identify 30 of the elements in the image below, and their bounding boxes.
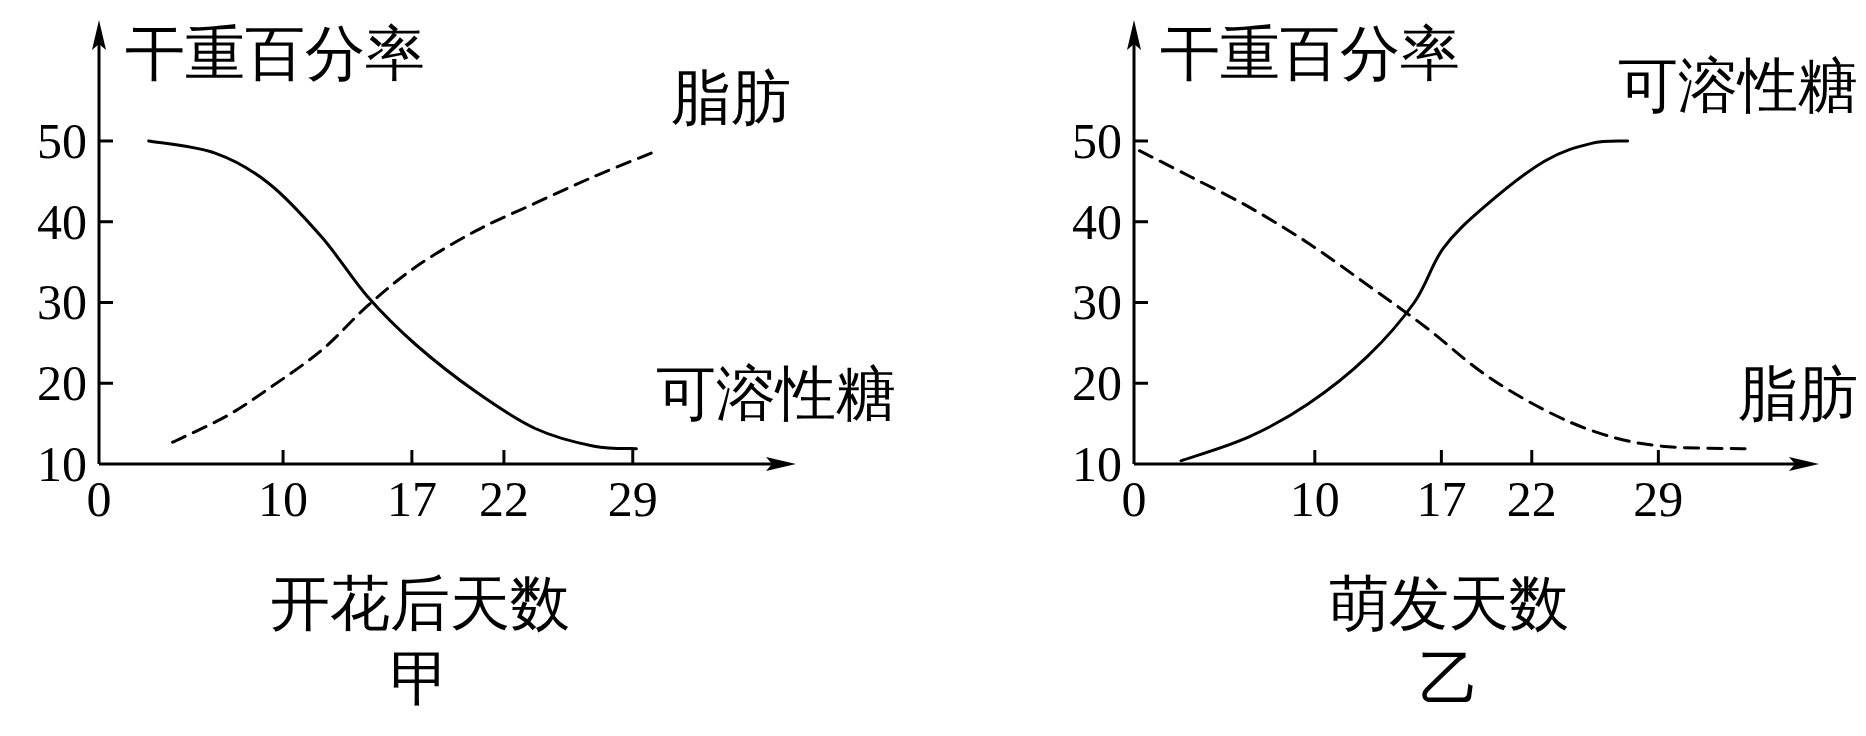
y-tick-label: 30 xyxy=(37,274,87,331)
y-tick-label: 10 xyxy=(1072,436,1122,492)
x-tick-label: 17 xyxy=(386,471,437,527)
y-tick-label: 50 xyxy=(1072,112,1122,169)
y-tick-label: 40 xyxy=(37,193,87,250)
x-tick-label: 10 xyxy=(258,471,309,527)
series-label: 脂肪 xyxy=(1738,360,1858,427)
series-label: 脂肪 xyxy=(671,65,792,132)
y-tick-label: 50 xyxy=(37,112,87,169)
text: 乙 xyxy=(1418,646,1479,712)
x-tick-label: 29 xyxy=(1633,471,1684,527)
x-tick-label: 22 xyxy=(1506,471,1557,527)
x-tick-label: 17 xyxy=(1416,471,1467,527)
series-label: 可溶性糖 xyxy=(1618,52,1858,119)
x-axis-title: 萌发天数 xyxy=(1328,571,1569,637)
text: 甲 xyxy=(389,646,450,712)
y-tick-label: 40 xyxy=(1072,193,1122,250)
y-tick-label: 10 xyxy=(37,436,87,492)
x-tick-label: 10 xyxy=(1289,471,1340,527)
y-tick-label: 30 xyxy=(1072,274,1122,331)
x-tick-label: 22 xyxy=(478,471,529,527)
x-tick-label: 0 xyxy=(86,471,112,527)
y-axis-title: 干重百分率 xyxy=(1160,21,1460,87)
y-tick-label: 20 xyxy=(1072,355,1122,412)
series-label: 可溶性糖 xyxy=(656,360,897,427)
x-tick-label: 0 xyxy=(1121,471,1147,527)
x-axis-title: 开花后天数 xyxy=(269,571,570,637)
y-tick-label: 20 xyxy=(37,355,87,412)
x-tick-label: 29 xyxy=(607,471,658,527)
y-axis-title: 干重百分率 xyxy=(125,21,425,87)
